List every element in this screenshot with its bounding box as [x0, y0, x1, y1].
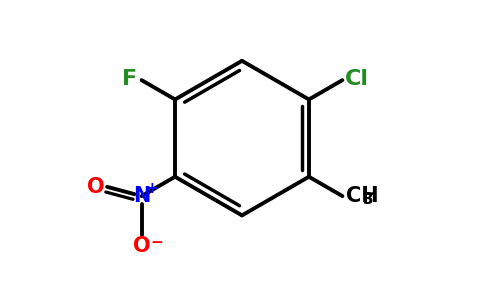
Text: O: O [87, 177, 105, 197]
Text: F: F [122, 69, 137, 89]
Text: Cl: Cl [346, 69, 369, 89]
Text: +: + [146, 181, 158, 196]
Text: O: O [133, 236, 151, 256]
Text: −: − [151, 235, 163, 250]
Text: 3: 3 [363, 192, 374, 207]
Text: CH: CH [346, 186, 378, 206]
Text: N: N [133, 186, 151, 206]
